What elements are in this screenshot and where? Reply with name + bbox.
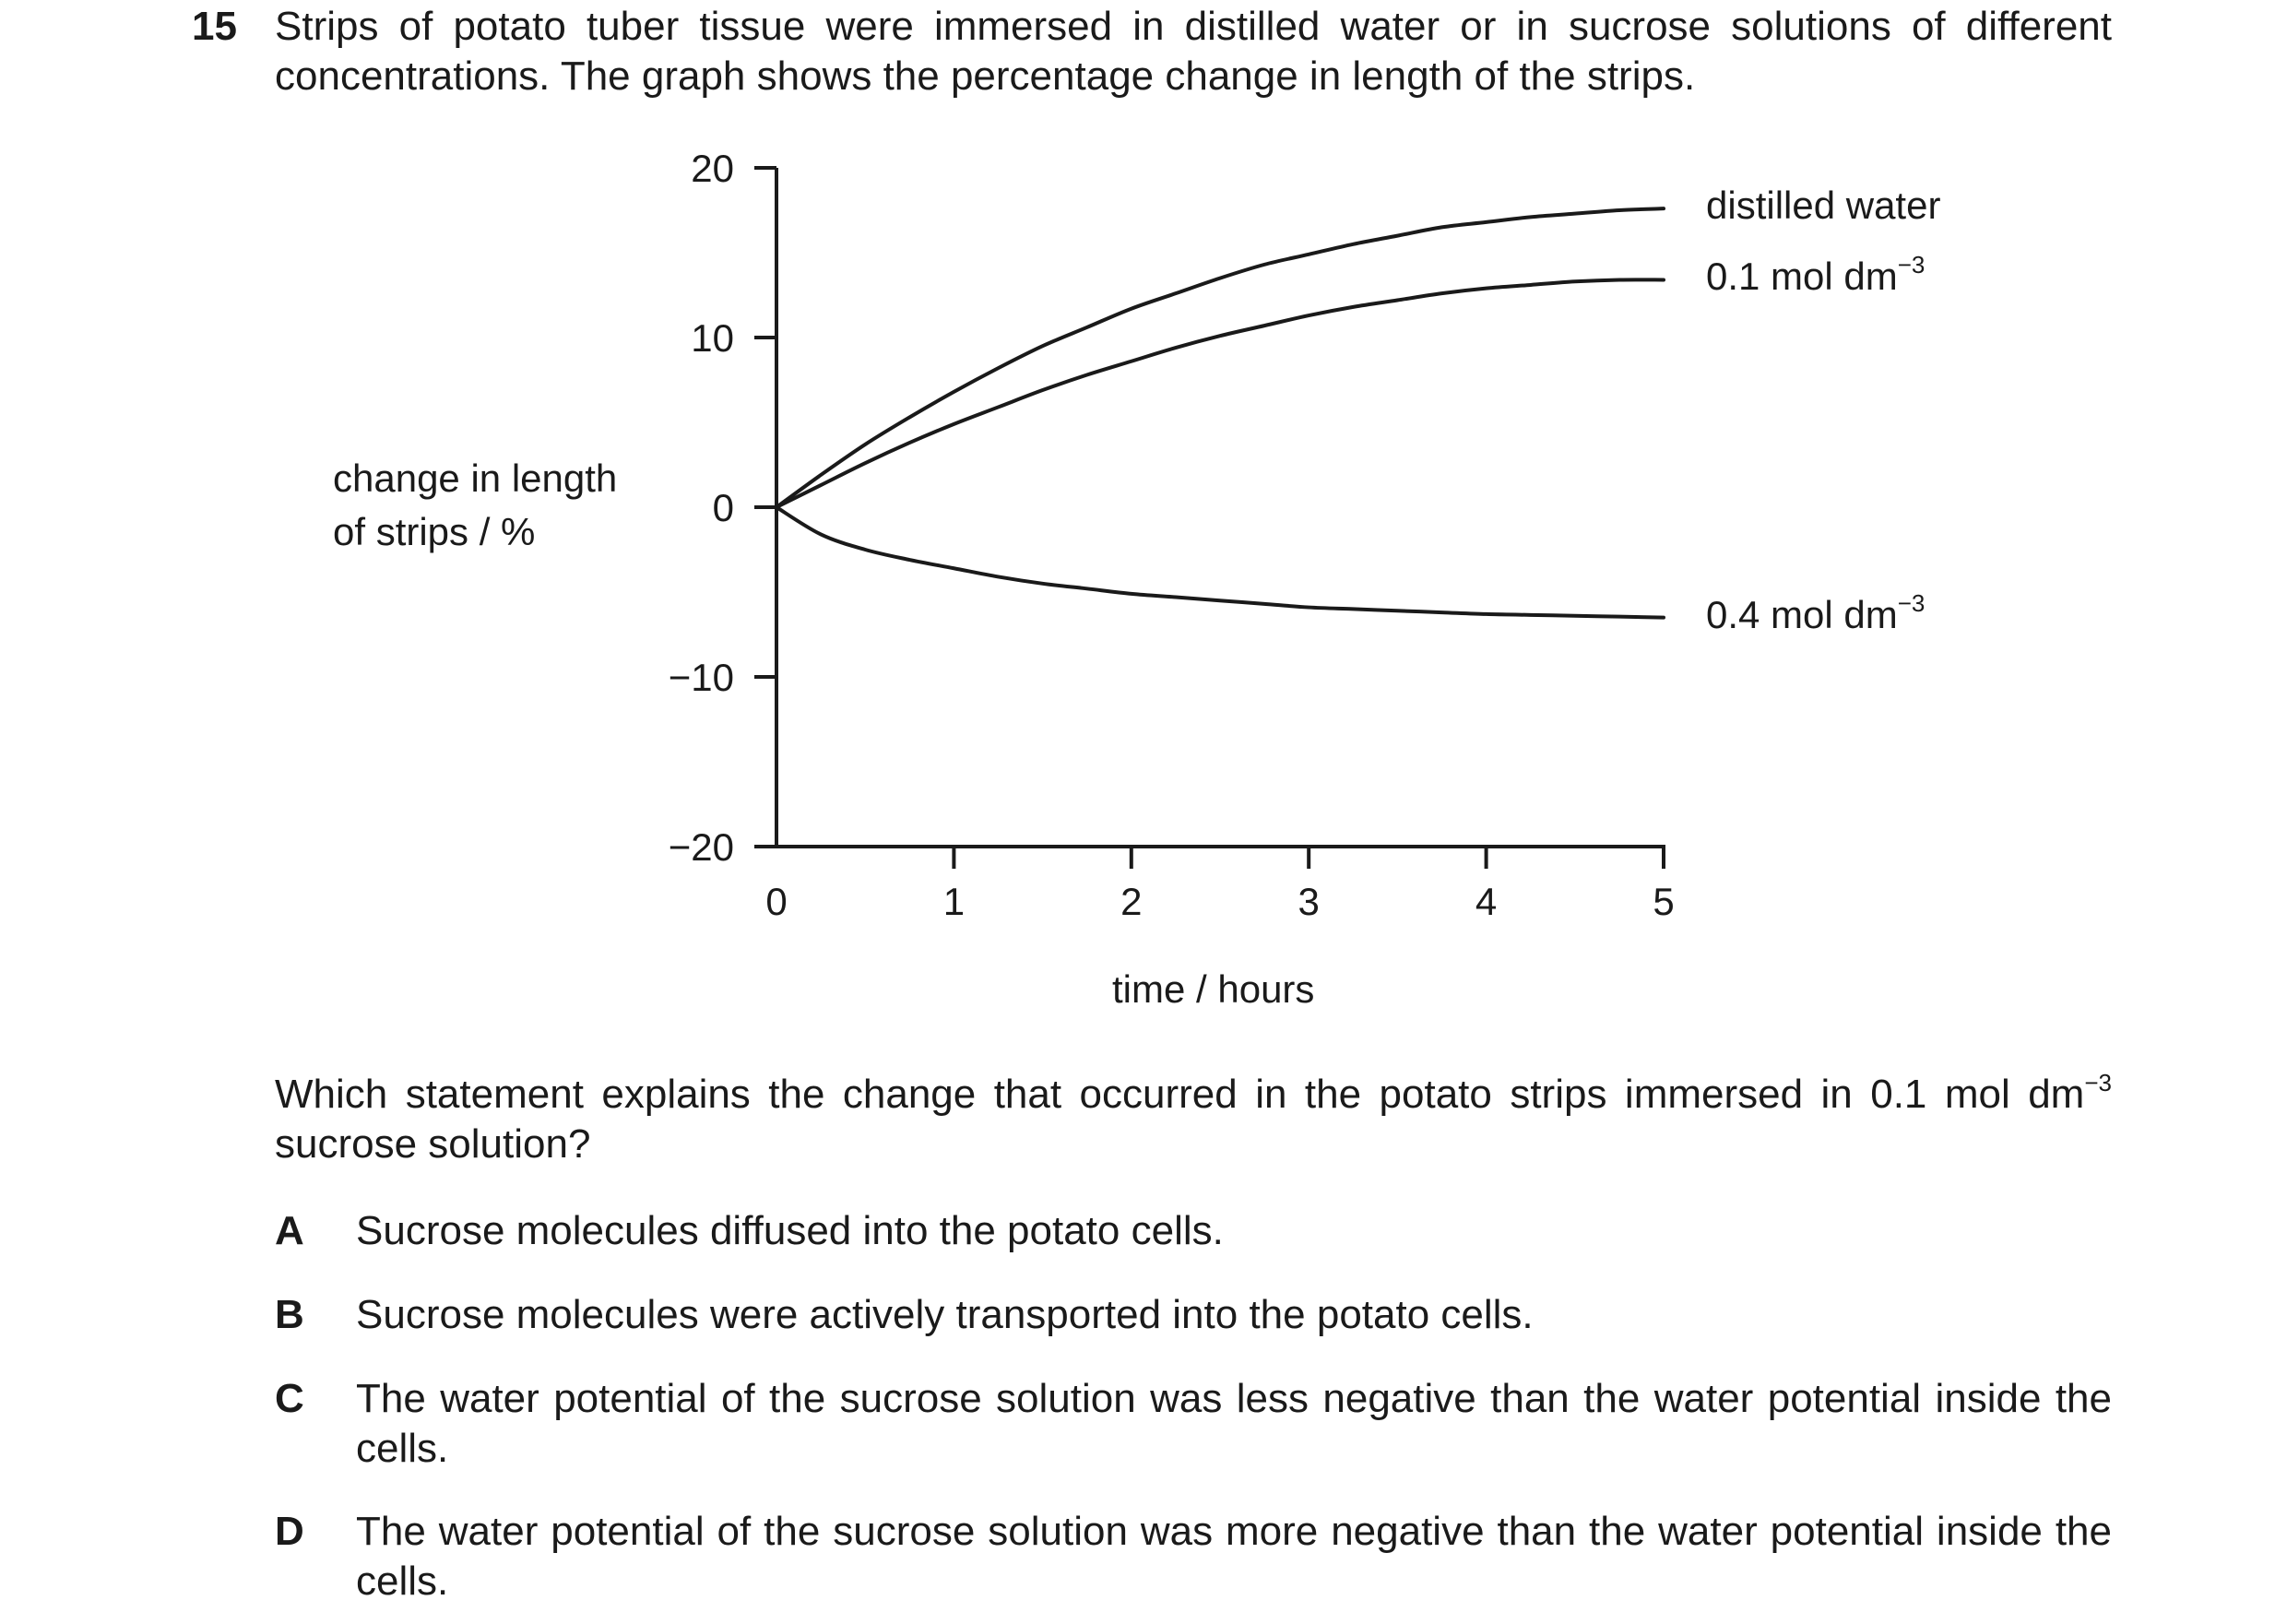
y-axis-label-line1: change in length [333,456,618,500]
chart-axes [775,168,1665,848]
y-axis-label: change in length of strips / % [333,452,617,559]
prompt-end: sucrose solution? [275,1121,591,1167]
x-axis-label: time / hours [1112,967,1315,1011]
x-tick-label: 0 [765,880,787,923]
y-tick-label: −20 [669,825,734,869]
series-line-1 [775,278,1665,509]
chart-ticks [754,166,1665,869]
y-tick-label: 0 [713,486,734,529]
option-letter: D [275,1509,304,1554]
x-tick-label: 1 [943,880,965,923]
y-tick-label: −10 [669,656,734,699]
series-label-superscript: −3 [1897,588,1926,617]
prompt-superscript: −3 [2084,1069,2112,1096]
option-text: Sucrose molecules diffused into the pota… [356,1208,1224,1253]
x-tick-label: 2 [1120,880,1142,923]
option-text: The water potential of the sucrose solut… [356,1376,2112,1471]
chart-series-lines [775,207,1665,620]
question-number: 15 [192,4,237,49]
series-line-0 [775,207,1665,509]
series-label-superscript: −3 [1897,251,1926,279]
option-text: The water potential of the sucrose solut… [356,1509,2112,1604]
series-label-0-1-mol: 0.1 mol dm−3 [1706,252,1925,302]
option-letter: B [275,1292,304,1337]
series-line-2 [775,505,1665,620]
series-label-text: 0.1 mol dm [1706,255,1898,299]
chart-tick-labels: 20 10 0 −10 −20 0 1 2 3 4 5 [669,147,1675,923]
option-text: Sucrose molecules were actively transpor… [356,1292,1534,1337]
series-label-0-4-mol: 0.4 mol dm−3 [1706,590,1925,640]
question-stem: Strips of potato tuber tissue were immer… [275,4,2112,99]
series-label-distilled-water: distilled water [1706,181,1940,231]
x-tick-label: 4 [1475,880,1497,923]
question-prompt: Which statement explains the change that… [275,1070,2112,1169]
x-tick-label: 3 [1298,880,1320,923]
y-axis-label-line2: of strips / % [333,510,536,553]
series-label-text: distilled water [1706,184,1941,228]
option-letter: A [275,1208,304,1253]
x-tick-label: 5 [1653,880,1674,923]
prompt-text: Which statement explains the change that… [275,1072,2085,1117]
y-tick-label: 10 [691,316,734,360]
y-tick-label: 20 [691,147,734,190]
option-letter: C [275,1376,304,1421]
series-label-text: 0.4 mol dm [1706,592,1898,636]
